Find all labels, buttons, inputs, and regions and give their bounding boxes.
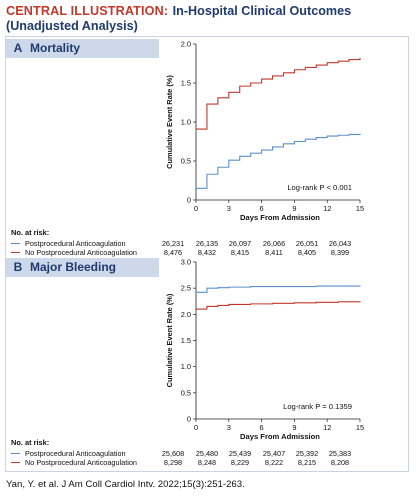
x-tick-label: 6 <box>260 204 264 213</box>
risk-table-b: No. at risk: Postprocedural Anticoagulat… <box>11 438 411 470</box>
y-tick-label: 1.5 <box>181 79 191 88</box>
risk-table-a-title: No. at risk: <box>11 228 50 237</box>
risk-value: 8,399 <box>330 248 350 257</box>
header-subtitle: (Unadjusted Analysis) <box>6 19 138 33</box>
series-line-no-postprocedural-anticoagulation <box>196 58 361 130</box>
x-tick-label: 9 <box>292 423 296 432</box>
x-tick-label: 0 <box>194 204 198 213</box>
illustration-header: CENTRAL ILLUSTRATION: In-Hospital Clinic… <box>6 3 410 34</box>
risk-value: 26,066 <box>262 239 286 248</box>
risk-value: 8,298 <box>163 458 183 467</box>
x-tick-label: 15 <box>356 204 364 213</box>
logrank-pvalue: Log-rank P < 0.001 <box>287 183 352 192</box>
x-tick-label: 3 <box>227 204 231 213</box>
risk-value: 8,405 <box>297 248 317 257</box>
x-tick-label: 6 <box>260 423 264 432</box>
red-line-swatch <box>11 252 20 254</box>
risk-value: 8,215 <box>297 458 317 467</box>
risk-value: 25,608 <box>161 449 185 458</box>
x-tick-label: 0 <box>194 423 198 432</box>
risk-value: 8,432 <box>197 248 217 257</box>
y-tick-label: 2.0 <box>181 40 191 49</box>
risk-value: 26,231 <box>161 239 185 248</box>
y-tick-label: 1.0 <box>181 362 191 371</box>
header-label: CENTRAL ILLUSTRATION: <box>6 4 169 18</box>
panel-a-name: Mortality <box>30 41 81 55</box>
x-axis-label: Days From Admission <box>240 213 320 222</box>
panel-b-tab: B Major Bleeding <box>6 258 159 277</box>
logrank-pvalue: Log-rank P = 0.1359 <box>283 402 352 411</box>
y-tick-label: 1.5 <box>181 336 191 345</box>
y-tick-label: 2.5 <box>181 284 191 293</box>
risk-value: 25,439 <box>228 449 252 458</box>
y-tick-label: 3.0 <box>181 258 191 267</box>
y-axis-label: Cumulative Event Rate (%) <box>165 293 174 387</box>
risk-row-b-2: No Postprocedural Anticoagulation 8,298 … <box>11 458 411 467</box>
risk-row-label: Postprocedural Anticoagulation <box>25 239 126 248</box>
x-axis-label: Days From Admission <box>240 432 320 441</box>
citation: Yan, Y. et al. J Am Coll Cardiol Intv. 2… <box>6 479 245 490</box>
risk-value: 26,097 <box>228 239 252 248</box>
risk-row-label: Postprocedural Anticoagulation <box>25 449 126 458</box>
risk-value: 8,248 <box>197 458 217 467</box>
risk-table-a: No. at risk: Postprocedural Anticoagulat… <box>11 228 411 260</box>
risk-value: 8,208 <box>330 458 350 467</box>
y-tick-label: 2.0 <box>181 310 191 319</box>
risk-value: 25,480 <box>195 449 219 458</box>
risk-value: 26,051 <box>295 239 319 248</box>
risk-value: 25,407 <box>262 449 286 458</box>
red-line-swatch <box>11 462 20 464</box>
risk-value: 8,415 <box>230 248 250 257</box>
series-line-no-postprocedural-anticoagulation <box>196 301 361 310</box>
risk-table-b-title: No. at risk: <box>11 438 50 447</box>
risk-value: 8,476 <box>163 248 183 257</box>
series-line-postprocedural-anticoagulation <box>196 133 361 189</box>
series-line-postprocedural-anticoagulation <box>196 285 361 293</box>
risk-row-label: No Postprocedural Anticoagulation <box>25 458 137 467</box>
blue-line-swatch <box>11 453 20 455</box>
risk-row-a-2: No Postprocedural Anticoagulation 8,476 … <box>11 248 411 257</box>
illustration-frame <box>5 36 409 472</box>
risk-value: 8,411 <box>265 248 283 257</box>
y-tick-label: 0 <box>187 196 191 205</box>
x-tick-label: 15 <box>356 423 364 432</box>
x-tick-label: 3 <box>227 423 231 432</box>
x-tick-label: 9 <box>292 204 296 213</box>
header-title: In-Hospital Clinical Outcomes <box>172 4 352 18</box>
y-tick-label: 1.0 <box>181 118 191 127</box>
blue-line-swatch <box>11 243 20 245</box>
x-tick-label: 12 <box>323 204 331 213</box>
y-tick-label: 0.5 <box>181 388 191 397</box>
panel-b-letter: B <box>13 260 23 274</box>
y-axis-label: Cumulative Event Rate (%) <box>165 75 174 169</box>
y-tick-label: 0.5 <box>181 157 191 166</box>
risk-row-b-1: Postprocedural Anticoagulation 25,608 25… <box>11 449 411 458</box>
panel-a-tab: A Mortality <box>6 39 159 58</box>
risk-value: 8,229 <box>230 458 250 467</box>
risk-row-a-1: Postprocedural Anticoagulation 26,231 26… <box>11 239 411 248</box>
panel-b-name: Major Bleeding <box>30 260 117 274</box>
risk-value: 25,392 <box>295 449 319 458</box>
risk-value: 25,383 <box>328 449 352 458</box>
risk-value: 26,135 <box>195 239 219 248</box>
risk-value: 26,043 <box>328 239 352 248</box>
panel-a-letter: A <box>13 41 23 55</box>
risk-row-label: No Postprocedural Anticoagulation <box>25 248 137 257</box>
risk-value: 8,222 <box>264 458 284 467</box>
y-tick-label: 0 <box>187 415 191 424</box>
x-tick-label: 12 <box>323 423 331 432</box>
